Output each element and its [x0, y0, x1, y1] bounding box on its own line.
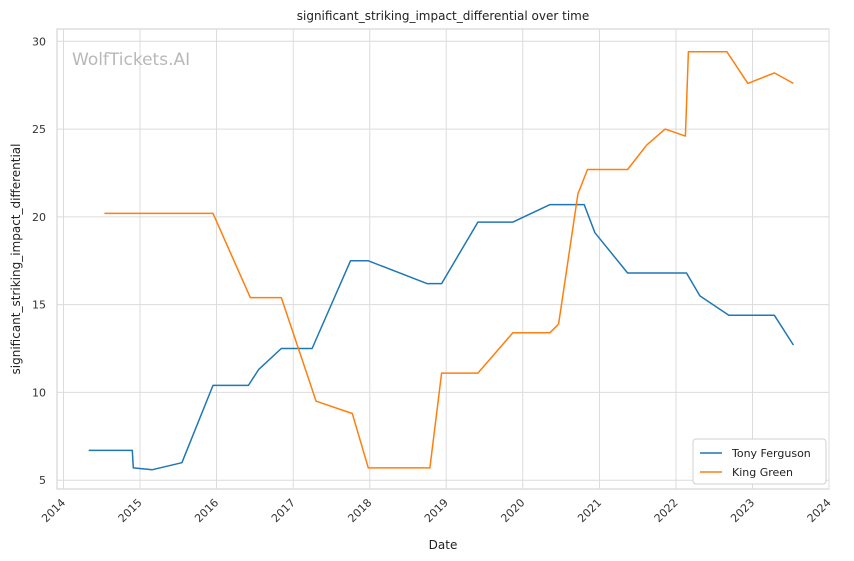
- x-tick-label: 2024: [805, 496, 834, 525]
- x-tick-labels: 2014 2015 2016 2017 2018 2019 2020 2021 2022 2023…: [39, 496, 833, 525]
- series-lines: [88, 51, 795, 471]
- plot-area: [56, 28, 830, 490]
- grid-lines: [57, 29, 830, 489]
- x-axis-label: Date: [429, 538, 458, 552]
- legend-label-king-green: King Green: [732, 466, 793, 479]
- x-tick-label: 2018: [345, 496, 374, 525]
- x-tick-label: 2023: [728, 496, 757, 525]
- legend-box: [692, 438, 827, 485]
- legend: Tony Ferguson King Green: [692, 438, 827, 485]
- watermark: WolfTickets.AI: [72, 50, 190, 70]
- y-tick-label: 30: [32, 35, 46, 48]
- y-tick-label: 10: [32, 386, 46, 399]
- y-tick-label: 25: [32, 123, 46, 136]
- x-tick-label: 2022: [652, 496, 681, 525]
- series-line-king-green: [104, 51, 794, 469]
- y-tick-label: 5: [39, 474, 46, 487]
- y-axis-label: significant_striking_impact_differential: [9, 144, 23, 375]
- legend-label-tony-ferguson: Tony Ferguson: [731, 447, 811, 460]
- series-line-tony-ferguson: [88, 203, 795, 471]
- y-tick-labels: 5 10 15 20 25 30: [32, 35, 46, 487]
- x-tick-label: 2015: [116, 496, 145, 525]
- x-tick-label: 2017: [269, 496, 298, 525]
- x-tick-label: 2019: [422, 496, 451, 525]
- chart-title: significant_striking_impact_differential…: [297, 9, 589, 23]
- y-tick-label: 20: [32, 211, 46, 224]
- y-tick-label: 15: [32, 299, 46, 312]
- x-tick-label: 2014: [39, 496, 68, 525]
- x-tick-label: 2020: [498, 496, 527, 525]
- x-tick-label: 2016: [192, 496, 221, 525]
- x-tick-label: 2021: [575, 496, 604, 525]
